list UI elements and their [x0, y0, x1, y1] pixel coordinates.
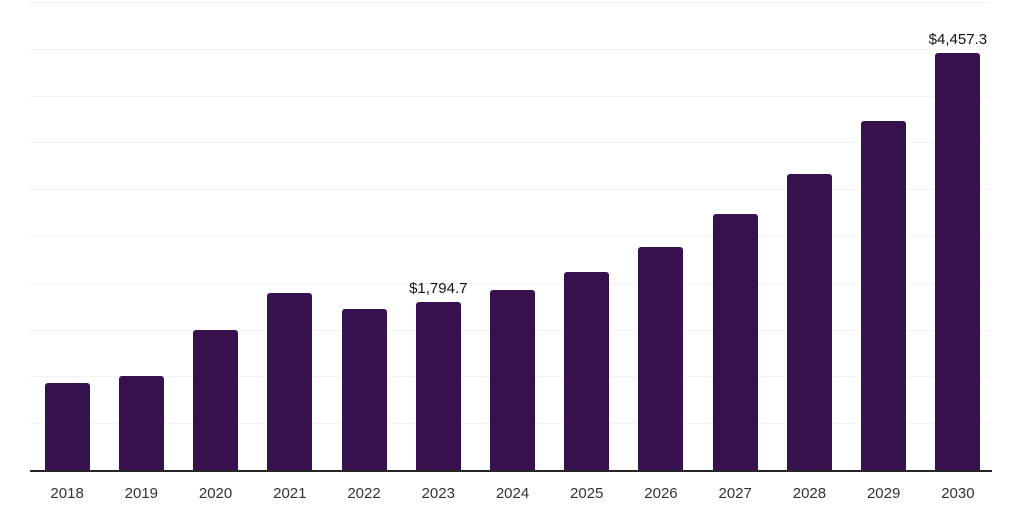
- x-tick-label-2026: 2026: [644, 485, 678, 502]
- bar-2018[interactable]: [44, 383, 90, 470]
- x-tick-label-2022: 2022: [347, 485, 381, 502]
- x-tick-label-2025: 2025: [570, 485, 604, 502]
- bar-2020[interactable]: [193, 330, 239, 470]
- gridline: [30, 282, 990, 284]
- bar-2027[interactable]: [712, 214, 758, 470]
- gridline: [30, 48, 990, 50]
- bar-2023[interactable]: [415, 302, 461, 470]
- gridline: [30, 142, 990, 144]
- x-tick-label-2021: 2021: [273, 485, 307, 502]
- x-tick-label-2018: 2018: [50, 485, 84, 502]
- data-label-2023: $1,794.7: [409, 280, 468, 298]
- x-tick-label-2019: 2019: [124, 485, 159, 502]
- bar-2030[interactable]: [935, 52, 981, 470]
- bar-2021[interactable]: [267, 292, 313, 470]
- gridline: [30, 2, 990, 3]
- data-label-2030: $4,457.3: [928, 30, 988, 48]
- x-tick-label-2020: 2020: [198, 485, 233, 502]
- x-axis-line: [30, 470, 992, 472]
- gridline: [30, 236, 990, 237]
- bar-2019[interactable]: [118, 376, 164, 470]
- x-tick-label-2023: 2023: [421, 485, 455, 502]
- bar-2025[interactable]: [564, 271, 610, 470]
- bar-2028[interactable]: [786, 174, 832, 470]
- x-tick-label-2029: 2029: [866, 485, 901, 502]
- gridline: [30, 189, 990, 191]
- bar-2022[interactable]: [341, 309, 387, 470]
- x-tick-label-2030: 2030: [941, 485, 975, 502]
- bar-2026[interactable]: [638, 246, 684, 470]
- gridline: [30, 95, 990, 97]
- x-tick-label-2027: 2027: [718, 485, 752, 502]
- x-tick-label-2024: 2024: [495, 485, 530, 502]
- x-tick-label-2028: 2028: [792, 485, 827, 502]
- bar-2024[interactable]: [490, 290, 535, 470]
- bar-2029[interactable]: [861, 121, 907, 470]
